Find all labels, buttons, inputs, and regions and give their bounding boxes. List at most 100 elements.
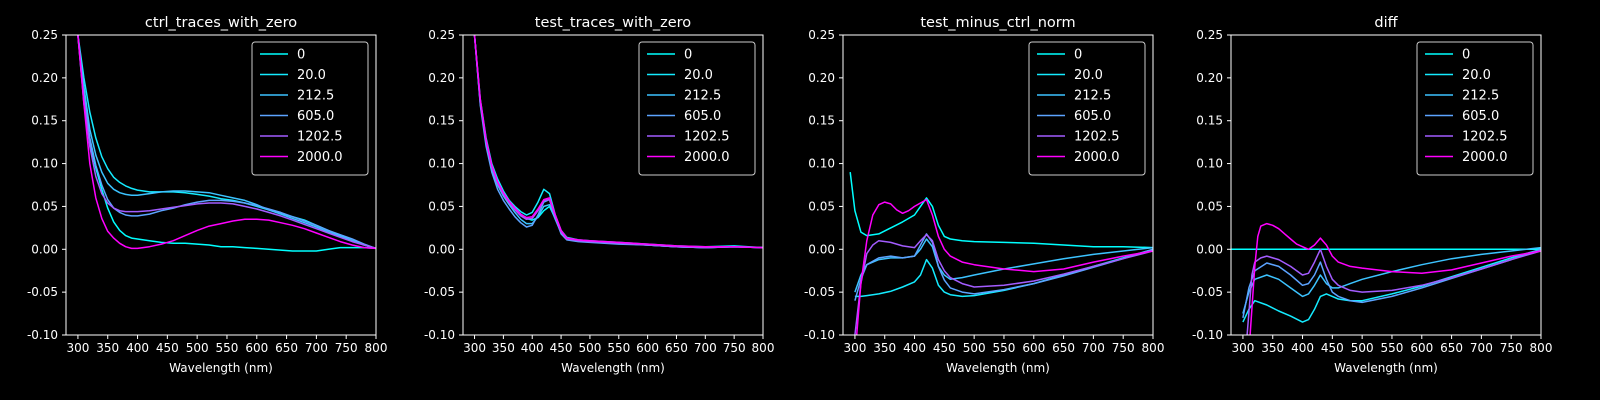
chart-title: diff	[1374, 15, 1398, 31]
plot-area	[849, 172, 1153, 335]
legend-label: 0	[1462, 48, 1470, 63]
x-tick-label: 500	[186, 341, 209, 355]
x-tick-label: 300	[66, 341, 89, 355]
y-tick-label: 0.00	[31, 242, 58, 256]
y-tick-label: 0.00	[428, 242, 455, 256]
y-tick-label: 0.15	[808, 114, 835, 128]
x-tick-label: 800	[752, 341, 775, 355]
chart-panel-3: 300 350 400 450 500 550 600 650 700 750 800 -0.10 -0…	[804, 15, 1165, 375]
legend-label: 605.0	[1074, 109, 1111, 124]
series-line-605.0	[1242, 248, 1541, 319]
legend-label: 1202.5	[1462, 130, 1508, 145]
y-tick-label: 0.15	[428, 114, 455, 128]
series-line-1202.5	[854, 233, 1153, 335]
x-tick-label: 600	[1410, 341, 1433, 355]
x-tick-label: 750	[335, 341, 358, 355]
x-tick-label: 550	[993, 341, 1016, 355]
x-tick-label: 650	[1052, 341, 1075, 355]
chart-panel-4: 300 350 400 450 500 550 600 650 700 750 800 -0.10 -0…	[1192, 15, 1553, 375]
y-tick-label: -0.10	[804, 328, 835, 342]
y-tick-label: 0.00	[1196, 242, 1223, 256]
y-tick-label: 0.20	[1196, 71, 1223, 85]
y-tick-label: -0.05	[1192, 285, 1223, 299]
series-line-2000.0	[1249, 222, 1541, 335]
x-tick-label: 700	[1082, 341, 1105, 355]
legend: 0 20.0 212.5 605.0 1202.5 2000.0	[1028, 41, 1146, 176]
x-tick-label: 350	[492, 341, 515, 355]
legend-label: 2000.0	[297, 150, 343, 165]
chart-panel-2: 300 350 400 450 500 550 600 650 700 750 800 -0.10 -0…	[424, 15, 775, 375]
series-line-605.0	[77, 35, 376, 250]
y-tick-label: 0.05	[808, 199, 835, 213]
x-tick-label: 550	[607, 341, 630, 355]
series-line-1202.5	[77, 35, 376, 250]
y-tick-label: 0.25	[808, 28, 835, 42]
x-tick-label: 450	[156, 341, 179, 355]
legend-label: 1202.5	[684, 130, 730, 145]
x-tick-label: 500	[1351, 341, 1374, 355]
x-tick-label: 300	[1231, 341, 1254, 355]
x-tick-label: 650	[275, 341, 298, 355]
y-tick-label: 0.20	[808, 71, 835, 85]
x-tick-label: 400	[126, 341, 149, 355]
legend-label: 20.0	[1462, 68, 1491, 83]
x-tick-label: 450	[550, 341, 573, 355]
y-tick-label: 0.15	[31, 114, 58, 128]
chart-title: ctrl_traces_with_zero	[145, 15, 297, 31]
legend-label: 212.5	[297, 89, 334, 104]
legend-label: 20.0	[684, 68, 713, 83]
x-tick-label: 550	[216, 341, 239, 355]
y-tick-label: 0.20	[31, 71, 58, 85]
x-tick-label: 600	[636, 341, 659, 355]
plot-area	[1231, 222, 1541, 335]
axes-frame	[462, 34, 764, 336]
series-line-2000.0	[473, 35, 763, 249]
y-tick-label: -0.05	[424, 285, 455, 299]
y-tick-label: -0.10	[27, 328, 58, 342]
x-tick-label: 300	[463, 341, 486, 355]
legend-label: 20.0	[297, 68, 326, 83]
x-tick-label: 650	[1440, 341, 1463, 355]
y-tick-label: -0.05	[804, 285, 835, 299]
x-tick-label: 750	[1500, 341, 1523, 355]
x-axis-label: Wavelength (nm)	[1334, 361, 1438, 375]
series-line-2000.0	[855, 198, 1153, 335]
legend-label: 2000.0	[1462, 150, 1508, 165]
x-tick-label: 600	[1022, 341, 1045, 355]
series-line-605.0	[854, 233, 1153, 301]
y-tick-label: 0.10	[428, 157, 455, 171]
legend-label: 212.5	[684, 89, 721, 104]
y-tick-label: 0.05	[31, 199, 58, 213]
x-tick-label: 650	[665, 341, 688, 355]
y-tick-label: 0.05	[1196, 199, 1223, 213]
x-tick-label: 300	[843, 341, 866, 355]
legend-label: 605.0	[1462, 109, 1499, 124]
x-tick-label: 500	[578, 341, 601, 355]
y-tick-label: 0.15	[1196, 114, 1223, 128]
legend-label: 1202.5	[1074, 130, 1120, 145]
plot-area	[473, 35, 763, 249]
x-tick-label: 350	[873, 341, 896, 355]
x-tick-label: 350	[1261, 341, 1284, 355]
legend-label: 20.0	[1074, 68, 1103, 83]
axes-frame	[842, 34, 1154, 336]
legend-label: 605.0	[297, 109, 334, 124]
series-line-212.5	[1242, 246, 1541, 314]
y-tick-label: 0.05	[428, 199, 455, 213]
series-line-1202.5	[1246, 248, 1541, 335]
legend: 0 20.0 212.5 605.0 1202.5 2000.0	[251, 41, 369, 176]
series-line-212.5	[77, 35, 376, 250]
x-axis-label: Wavelength (nm)	[169, 361, 273, 375]
y-tick-label: -0.10	[424, 328, 455, 342]
x-tick-label: 400	[903, 341, 926, 355]
x-tick-label: 800	[1530, 341, 1553, 355]
legend-label: 1202.5	[297, 130, 343, 145]
y-tick-label: 0.25	[1196, 28, 1223, 42]
y-tick-label: -0.05	[27, 285, 58, 299]
legend-label: 2000.0	[684, 150, 730, 165]
y-tick-label: 0.10	[31, 157, 58, 171]
x-tick-label: 800	[365, 341, 388, 355]
legend-label: 0	[684, 48, 692, 63]
y-tick-label: 0.20	[428, 71, 455, 85]
